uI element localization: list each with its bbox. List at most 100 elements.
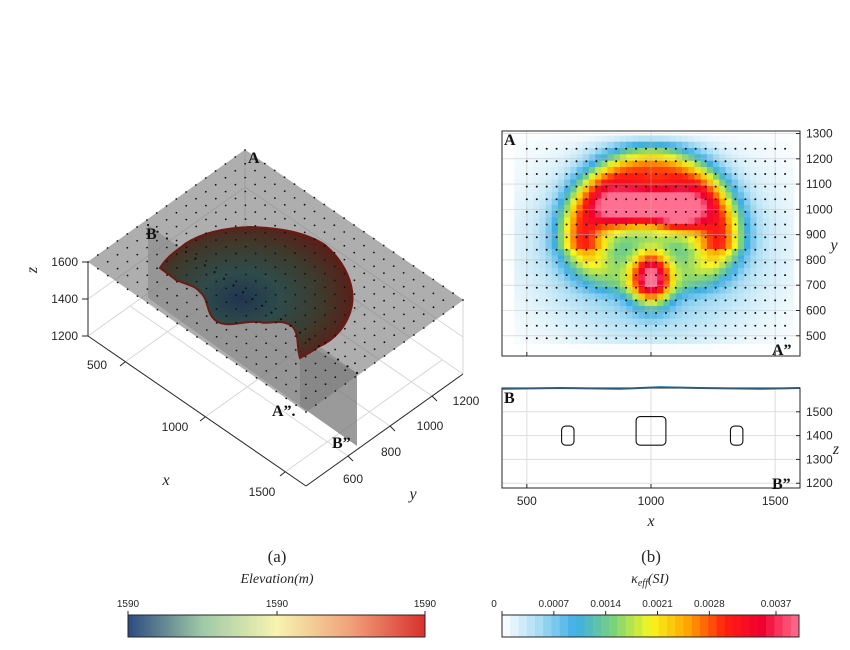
heatmap-cell [582, 254, 590, 262]
heatmap-cell [682, 229, 689, 237]
heatmap-cell [700, 235, 708, 243]
heatmap-cell [502, 134, 509, 142]
measurement-point [166, 274, 168, 276]
heatmap-cell [669, 267, 677, 275]
heatmap-cell [706, 343, 714, 351]
heatmap-point [694, 286, 697, 289]
heatmap-point [764, 236, 767, 239]
heatmap-cell [514, 235, 522, 243]
heatmap-point [605, 312, 608, 314]
heatmap-cell [781, 223, 789, 231]
heatmap-cell [744, 280, 751, 288]
heatmap-cell [508, 261, 515, 269]
heatmap-cell [539, 330, 547, 338]
heatmap-cell [582, 242, 590, 250]
heatmap-point [645, 324, 647, 327]
heatmap-cell [651, 248, 658, 256]
heatmap-cell [793, 299, 800, 306]
measurement-point [323, 245, 326, 247]
heatmap-point [585, 236, 588, 239]
heatmap-cell [793, 191, 800, 199]
heatmap-cell [688, 235, 696, 243]
heatmap-cell [620, 299, 627, 306]
heatmap-cell [719, 261, 727, 269]
heatmap-cell [570, 131, 578, 136]
heatmap-cell [694, 273, 702, 281]
heatmap-point [704, 147, 707, 150]
heatmap-cell [737, 235, 745, 243]
heatmap-cell [706, 286, 714, 294]
heatmap-cell [775, 217, 782, 224]
heatmap-cell [533, 261, 540, 269]
heatmap-point [575, 286, 578, 289]
heatmap-cell [663, 248, 671, 256]
heatmap-cell [632, 229, 640, 237]
heatmap-cell [700, 210, 708, 218]
heatmap-point [645, 185, 647, 188]
heatmap-cell [682, 204, 689, 212]
heatmap-cell [793, 179, 800, 186]
measurement-point [304, 355, 307, 358]
section-x-tick-label: 500 [517, 494, 537, 508]
colorbar-kappa-cell [502, 615, 511, 637]
heatmap-cell [719, 299, 727, 306]
heatmap-cell [551, 337, 559, 344]
heatmap-cell [700, 179, 708, 186]
heatmap-cell [551, 280, 559, 288]
heatmap-cell [526, 349, 534, 356]
heatmap-cell [750, 267, 758, 275]
heatmap-cell [663, 318, 671, 325]
heatmap-cell [644, 343, 652, 351]
heatmap-cell [762, 134, 770, 142]
measurement-point [156, 281, 159, 283]
heatmap-point [774, 223, 777, 226]
heatmap-cell [539, 223, 547, 231]
heatmap-cell [576, 166, 584, 174]
heatmap-cell [762, 191, 770, 199]
y-tick-600: 600 [343, 472, 363, 486]
heatmap-cell [644, 318, 652, 325]
heatmap-cell [613, 292, 621, 300]
measurement-point [363, 258, 365, 261]
heatmap-cell [731, 147, 739, 155]
heatmap-cell [669, 191, 677, 199]
heatmap-cell [557, 204, 565, 212]
heatmap-cell [669, 166, 677, 174]
measurement-point [373, 334, 376, 337]
heatmap-cell [607, 324, 615, 332]
heatmap-cell [756, 324, 764, 332]
heatmap-cell [762, 217, 770, 224]
heatmap-cell [669, 254, 677, 262]
heatmap-cell [651, 337, 658, 344]
measurement-point [165, 246, 168, 249]
heatmap-cell [576, 198, 584, 205]
heatmap-point [764, 198, 767, 201]
heatmap-cell [675, 242, 683, 250]
heatmap-cell [502, 235, 509, 243]
heatmap-point [625, 337, 628, 340]
measurement-point [196, 322, 198, 325]
heatmap-cell [582, 166, 590, 174]
measurement-point [392, 279, 395, 281]
heatmap-cell [502, 286, 509, 294]
heatmap-point [585, 198, 588, 201]
measurement-point [274, 307, 277, 310]
measurement-point [327, 351, 330, 354]
heatmap-cell [632, 305, 640, 313]
heatmap-cell [787, 292, 795, 300]
heatmap-cell [737, 210, 745, 218]
measurement-point [234, 183, 237, 186]
heatmap-cell [682, 185, 689, 193]
heatmap-cell [675, 204, 683, 212]
heatmap-cell [601, 299, 609, 306]
measurement-point [204, 190, 207, 193]
heatmap-cell [694, 172, 702, 180]
heatmap-cell [694, 217, 702, 224]
measurement-point [166, 315, 169, 318]
heatmap-point [535, 261, 538, 264]
heatmap-cell [570, 267, 578, 275]
heatmap-cell [787, 286, 795, 294]
heatmap-cell [582, 299, 590, 306]
measurement-point [284, 217, 286, 220]
heatmap-cell [514, 280, 522, 288]
